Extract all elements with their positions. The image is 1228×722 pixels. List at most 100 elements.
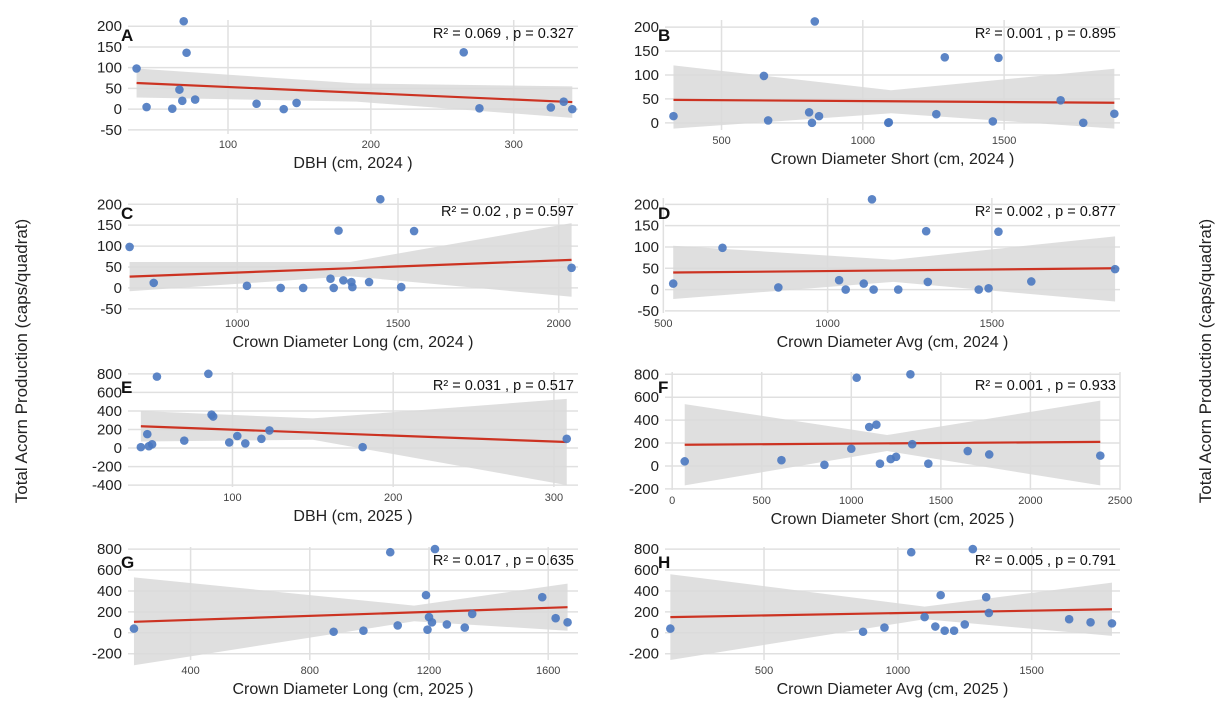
panel-h-regression-line <box>670 608 1112 619</box>
panel-f-xlabel: Crown Diameter Short (cm, 2025 ) <box>771 511 1015 528</box>
panel-a-point-9 <box>279 104 289 114</box>
panel-a-ytick-label-2: 50 <box>105 80 122 97</box>
panel-b-point-0 <box>669 111 678 121</box>
panel-e-ytick-label-6: 800 <box>97 366 122 383</box>
panel-a-ytick-label-0: -50 <box>100 122 122 139</box>
panel-b-xlabel: Crown Diameter Short (cm, 2024 ) <box>771 151 1015 168</box>
panel-a-xtick-label-0: 100 <box>219 139 237 151</box>
panel-b: 0 50 100 150 200 500 1000 1500 Crown Diameter Sh… <box>634 17 1120 168</box>
panel-b-point-15 <box>1110 109 1119 119</box>
panel-h-point-10 <box>968 544 978 554</box>
panel-a-point-5 <box>179 16 189 26</box>
panel-e-xtick-label-2: 300 <box>545 492 563 504</box>
panel-e-ytick-label-4: 400 <box>97 403 122 420</box>
panel-e-point-9 <box>224 438 234 447</box>
panel-d-point-15 <box>1110 264 1120 274</box>
panel-g-point-10 <box>442 620 452 629</box>
panel-e-point-8 <box>208 412 218 421</box>
panel-b-ytick-label-4: 200 <box>634 19 659 36</box>
panel-d-point-12 <box>984 283 993 293</box>
panel-b-regression-line <box>673 98 1115 104</box>
panel-g-ytick-label-1: 0 <box>114 625 122 642</box>
panel-c-regression-line <box>129 258 572 278</box>
panel-f-point-11 <box>907 439 917 449</box>
panel-e-point-15 <box>562 434 572 444</box>
panel-d-point-10 <box>923 277 933 287</box>
panel-b-point-8 <box>884 118 894 127</box>
panel-d-point-7 <box>869 285 878 294</box>
panel-d-ytick-label-0: -50 <box>637 303 659 320</box>
panel-g-xtick-label-0: 400 <box>181 665 199 677</box>
panel-c-ytick-label-0: -50 <box>100 301 122 318</box>
panel-a-ytick-label-5: 200 <box>97 18 122 35</box>
panel-g-xlabel: Crown Diameter Long (cm, 2025 ) <box>233 681 474 698</box>
panel-d-point-6 <box>867 194 877 204</box>
panel-a-point-12 <box>475 103 484 113</box>
panel-a-point-4 <box>177 96 187 106</box>
panel-h-point-3 <box>906 547 916 557</box>
panel-b-ytick-label-1: 50 <box>642 91 659 108</box>
panel-d-xtick-label-1: 1000 <box>815 318 839 330</box>
panel-c-point-10 <box>348 282 357 292</box>
panel-d-point-8 <box>893 285 903 294</box>
panel-e-point-14 <box>358 442 367 452</box>
panel-a-xtick-label-2: 300 <box>505 139 523 151</box>
panel-d-xtick-label-0: 500 <box>654 318 672 330</box>
panel-h-ytick-label-1: 0 <box>651 625 659 642</box>
panel-e-ytick-label-0: -400 <box>92 477 122 494</box>
panel-h-xtick-label-0: 500 <box>755 665 773 677</box>
panel-c-xtick-label-2: 2000 <box>546 318 570 330</box>
panel-d-point-0 <box>668 279 678 288</box>
shared-ylabel-left-text: Total Acorn Production (caps/quadrat) <box>12 218 31 504</box>
panel-h-ytick-label-0: -200 <box>629 646 659 663</box>
panel-d-point-3 <box>834 275 844 285</box>
panel-e-ytick-label-3: 200 <box>97 422 122 439</box>
panel-d-point-4 <box>841 285 850 294</box>
panel-b-point-9 <box>932 109 941 119</box>
panel-f-point-6 <box>872 420 881 429</box>
panel-b-point-5 <box>810 17 820 26</box>
panel-c-confidence-band <box>129 223 572 297</box>
panel-g-point-6 <box>423 625 432 634</box>
panel-d-regression-line <box>673 267 1116 274</box>
panel-e-point-6 <box>204 369 213 379</box>
panel-e-point-1 <box>142 429 152 439</box>
panel-f-xtick-label-2: 1000 <box>839 495 863 507</box>
panel-g-point-9 <box>430 544 440 554</box>
panel-a-point-2 <box>167 104 177 114</box>
panel-b-ytick-label-3: 150 <box>634 43 659 60</box>
panel-h: -200 0 200 400 600 800 500 1000 1500 Crown Diamet… <box>629 541 1120 698</box>
panel-c-ytick-label-4: 150 <box>97 217 122 234</box>
panel-e-stat-annotation: R² = 0.031 , p = 0.517 <box>433 378 574 394</box>
panel-f-xtick-label-5: 2500 <box>1108 495 1132 507</box>
panel-g-ytick-label-4: 600 <box>97 562 122 579</box>
panel-e-point-0 <box>136 442 146 452</box>
panel-h-point-15 <box>1107 619 1117 628</box>
panel-c-point-11 <box>364 277 374 287</box>
panel-e-point-3 <box>147 440 157 449</box>
panel-f-point-0 <box>680 457 690 466</box>
panel-a-point-6 <box>182 48 191 58</box>
panel-g-point-4 <box>393 621 403 630</box>
panel-f-xtick-label-0: 0 <box>669 495 675 507</box>
panel-h-xlabel: Crown Diameter Avg (cm, 2025 ) <box>777 681 1009 698</box>
panel-f-point-1 <box>777 455 786 465</box>
panel-c-xtick-label-1: 1500 <box>386 318 410 330</box>
panel-f-ytick-label-4: 600 <box>634 389 659 406</box>
panel-d-confidence-band <box>673 236 1116 302</box>
panel-f-point-13 <box>963 446 973 456</box>
panel-g: -200 0 200 400 600 800 400 800 1200 1600 Crown Dia… <box>92 541 578 698</box>
panel-g-ytick-label-3: 400 <box>97 583 122 600</box>
panel-h-ytick-label-5: 800 <box>634 541 659 558</box>
panel-b-point-2 <box>763 116 773 125</box>
panel-c: -50 0 50 100 150 200 1000 1500 2000 Crown Diamete… <box>97 194 578 351</box>
panel-a-xtick-label-1: 200 <box>362 139 380 151</box>
panel-c-point-4 <box>298 283 308 293</box>
panel-h-point-7 <box>940 626 949 636</box>
panel-d-point-9 <box>921 226 931 236</box>
panel-f-ytick-label-0: -200 <box>629 481 659 498</box>
panel-g-xtick-label-1: 800 <box>301 665 319 677</box>
panel-c-point-12 <box>376 194 385 204</box>
panel-e-confidence-band <box>140 398 567 486</box>
panel-c-ytick-label-5: 200 <box>97 196 122 213</box>
